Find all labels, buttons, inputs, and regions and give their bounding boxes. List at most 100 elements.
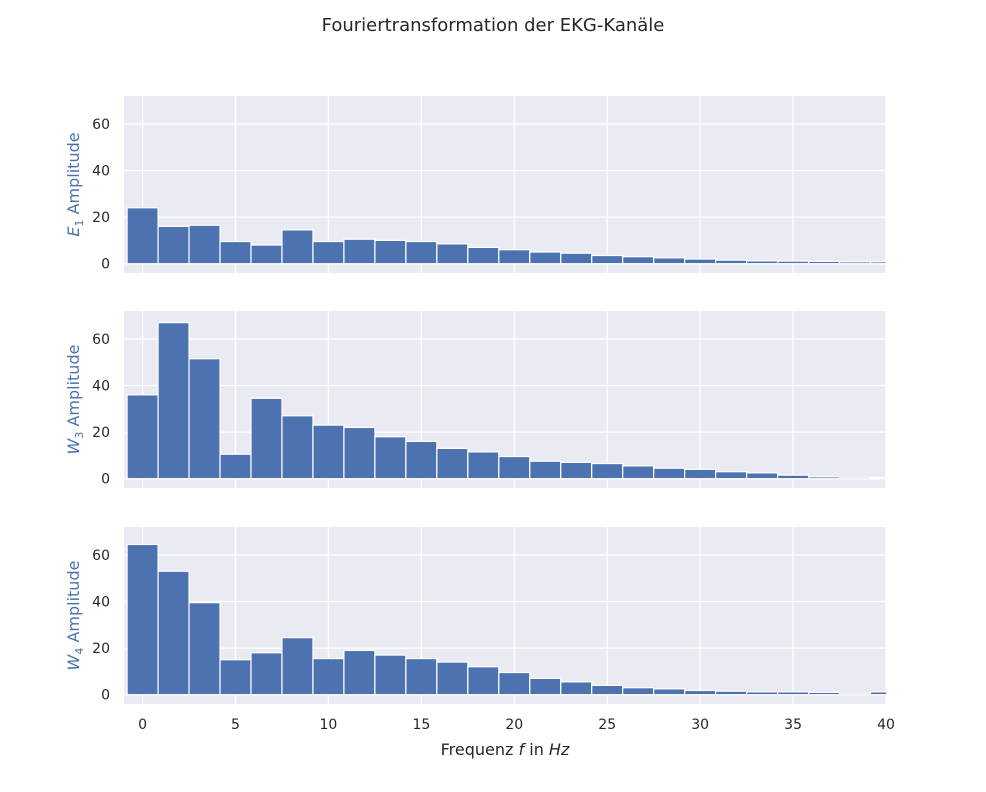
y-tick-label: 20 (92, 210, 110, 226)
bar (746, 472, 779, 480)
y-tick-label: 20 (92, 641, 110, 657)
x-tick-label: 20 (505, 717, 523, 733)
x-tick-label: 30 (691, 717, 709, 733)
bar-series (126, 322, 886, 480)
bar (219, 240, 252, 265)
y-axis-label: W4 Amplitude (64, 561, 86, 671)
bar (715, 690, 748, 696)
bar (653, 257, 686, 265)
x-tick-label: 5 (231, 717, 240, 733)
bar (869, 691, 886, 696)
y-tick-label: 40 (92, 595, 110, 611)
bar (374, 436, 407, 480)
bar (312, 424, 345, 480)
bar (622, 256, 655, 265)
subplot-2: 0 20 40 60 W3 Amplitude (64, 311, 887, 488)
x-tick-label: 15 (412, 717, 430, 733)
bar (250, 652, 283, 696)
bar (436, 243, 469, 265)
bar-series (126, 207, 886, 265)
bar (343, 649, 376, 696)
bar (467, 451, 500, 480)
bar (405, 240, 438, 265)
y-tick-label: 40 (92, 379, 110, 395)
bar (157, 225, 190, 265)
bar (188, 224, 221, 265)
subplot-3: 0 20 40 60 W4 Amplitude 0 5 10 15 20 25 30 35 40 (64, 527, 895, 733)
bar (405, 657, 438, 696)
y-axis-label: E1 Amplitude (64, 132, 86, 236)
x-tick-label: 35 (784, 717, 802, 733)
bar (715, 259, 748, 265)
bar (343, 426, 376, 480)
bar (374, 239, 407, 265)
bar (653, 467, 686, 480)
bar (529, 460, 562, 480)
x-tick-label: 10 (320, 717, 338, 733)
bar-series (126, 543, 886, 696)
bar (467, 666, 500, 696)
bar (343, 238, 376, 265)
subplot-1: 0 20 40 60 E1 Amplitude (64, 96, 887, 273)
y-tick-label: 40 (92, 164, 110, 180)
x-label-prefix: Frequenz (441, 740, 519, 759)
bar (776, 260, 810, 265)
bar (157, 322, 190, 480)
bar (498, 455, 531, 480)
bar (746, 260, 779, 265)
bar (869, 476, 886, 480)
bar (405, 440, 438, 480)
x-tick-label: 25 (598, 717, 616, 733)
bar (591, 254, 624, 265)
bar (312, 240, 345, 265)
bar (281, 229, 314, 265)
bar (807, 476, 841, 480)
bar (591, 684, 624, 696)
x-label-variable: f (519, 740, 527, 759)
bar (312, 657, 345, 696)
bar (281, 637, 314, 696)
x-axis-label: Frequenz f in Hz (441, 740, 570, 759)
y-tick-label: 0 (101, 472, 110, 488)
bar (807, 691, 841, 696)
bar (776, 474, 810, 480)
bar (436, 661, 469, 696)
y-tick-label: 20 (92, 425, 110, 441)
y-tick-label: 60 (92, 332, 110, 348)
bar (622, 465, 655, 480)
bar (838, 476, 872, 480)
y-tick-label: 60 (92, 117, 110, 133)
bar (250, 244, 283, 265)
bar (126, 543, 159, 696)
bar (838, 261, 872, 265)
x-label-unit: Hz (549, 740, 570, 759)
y-axis-label: W3 Amplitude (64, 345, 86, 455)
bar (374, 654, 407, 696)
bar (591, 462, 624, 480)
bar (776, 691, 810, 696)
bar (126, 394, 159, 480)
bar (807, 260, 841, 265)
chart-title: Fouriertransformation der EKG-Kanäle (322, 15, 665, 36)
bar (838, 692, 872, 696)
bar (560, 461, 593, 480)
bar (529, 251, 562, 265)
bar (684, 689, 717, 696)
bar (529, 677, 562, 696)
bar (281, 415, 314, 480)
bar (622, 687, 655, 696)
bar (653, 688, 686, 696)
bar (188, 358, 221, 480)
bar (219, 659, 252, 696)
bar (869, 261, 886, 265)
bar (157, 570, 190, 696)
bar (436, 447, 469, 480)
y-tick-label: 0 (101, 257, 110, 273)
bar (250, 397, 283, 480)
x-tick-label: 0 (138, 717, 147, 733)
subplots: 0 20 40 60 E1 Amplitude 0 20 40 60 W3 Amplitude 0 2… (64, 96, 895, 733)
bar (715, 471, 748, 480)
bar (560, 252, 593, 265)
bar (498, 671, 531, 696)
